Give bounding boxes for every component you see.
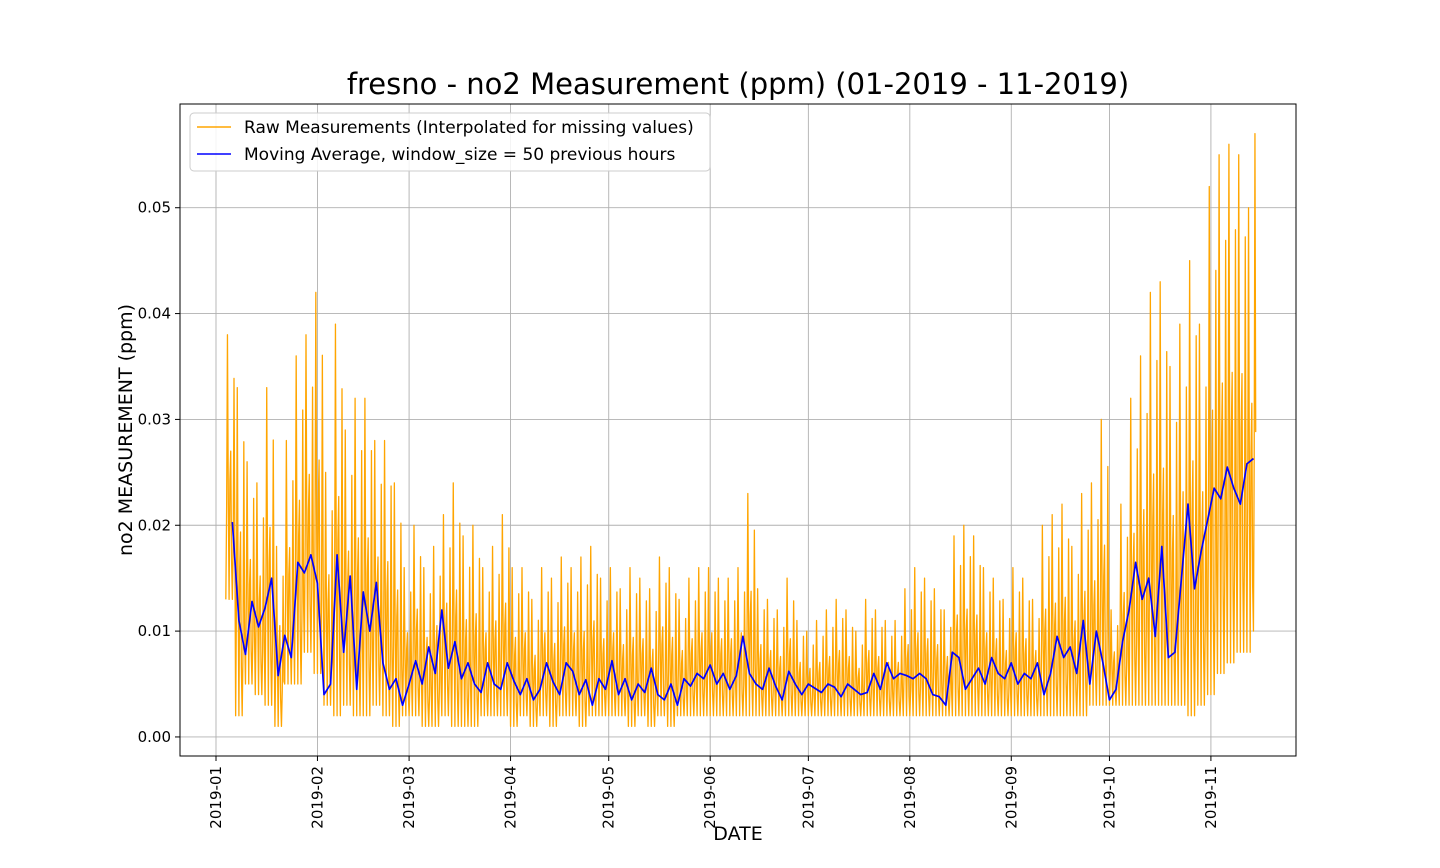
- x-tick-label: 2019-09: [1002, 766, 1020, 829]
- x-tick-label: 2019-06: [701, 766, 719, 829]
- axes: 0.00 0.01 0.02 0.03 0.04 0.05 2019-01 2019-02 20…: [138, 199, 1220, 829]
- x-tick-label: 2019-02: [308, 766, 326, 829]
- y-tick-label: 0.00: [138, 728, 171, 746]
- y-tick-label: 0.01: [138, 622, 171, 640]
- x-tick-label: 2019-10: [1100, 766, 1118, 829]
- y-tick-label: 0.02: [138, 516, 171, 534]
- x-tick-label: 2019-08: [901, 766, 919, 829]
- chart-title: fresno - no2 Measurement (ppm) (01-2019 …: [347, 67, 1129, 101]
- legend: Raw Measurements (Interpolated for missi…: [189, 112, 711, 172]
- legend-label-raw: Raw Measurements (Interpolated for missi…: [244, 118, 694, 138]
- x-tick-label: 2019-07: [799, 766, 817, 829]
- x-axis-title: DATE: [713, 823, 762, 845]
- y-axis-title: no2 MEASUREMENT (ppm): [115, 304, 137, 556]
- legend-box: [189, 112, 711, 172]
- y-tick-label: 0.03: [138, 410, 171, 428]
- x-tick-label: 2019-11: [1202, 766, 1220, 829]
- plot-frame: [179, 103, 1297, 757]
- x-tick-label: 2019-04: [502, 766, 520, 829]
- series-line-raw-measurements: [225, 132, 1257, 728]
- y-tick-label: 0.04: [138, 305, 171, 323]
- x-tick-label: 2019-03: [400, 766, 418, 829]
- legend-label-moving-average: Moving Average, window_size = 50 previou…: [244, 145, 676, 165]
- x-tick-label: 2019-05: [600, 766, 618, 829]
- plot-area: [225, 132, 1257, 728]
- series-line-moving-average: [231, 457, 1254, 707]
- x-tick-label: 2019-01: [207, 766, 225, 829]
- y-tick-label: 0.05: [138, 199, 171, 217]
